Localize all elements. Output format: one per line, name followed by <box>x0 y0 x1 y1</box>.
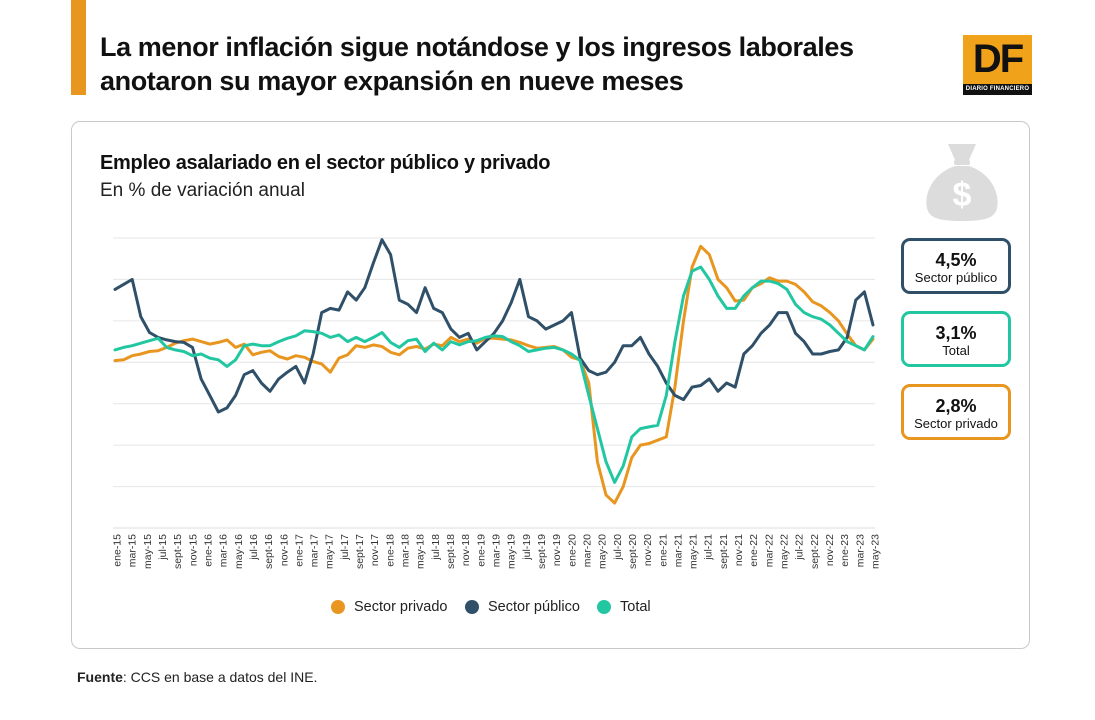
x-tick-label: nov-15 <box>187 534 199 566</box>
chart-subtitle: En % de variación anual <box>100 180 305 201</box>
source-text: : CCS en base a datos del INE. <box>122 669 318 685</box>
x-tick-label: may-21 <box>688 534 700 569</box>
legend-dot <box>597 600 611 614</box>
x-tick-label: mar-20 <box>581 534 593 567</box>
chart-legend: Sector privado Sector público Total <box>0 597 1095 617</box>
legend-label: Total <box>620 599 651 615</box>
legend-label: Sector privado <box>354 599 448 615</box>
x-tick-label: ene-22 <box>748 534 760 567</box>
x-tick-label: nov-17 <box>369 534 381 566</box>
series-line <box>113 244 875 505</box>
x-tick-label: may-19 <box>506 534 518 569</box>
page-title: La menor inflación sigue notándose y los… <box>100 32 854 96</box>
source-note: Fuente: CCS en base a datos del INE. <box>77 669 317 685</box>
callout-sector-privado: 2,8% Sector privado <box>901 384 1011 440</box>
x-tick-label: mar-19 <box>491 534 503 567</box>
x-tick-label: mar-16 <box>218 534 230 567</box>
x-tick-label: nov-16 <box>278 534 290 566</box>
x-tick-label: ene-23 <box>839 534 851 567</box>
x-tick-label: may-18 <box>415 534 427 569</box>
x-tick-label: nov-22 <box>824 534 836 566</box>
x-tick-label: nov-19 <box>551 534 563 566</box>
callout-value: 4,5% <box>935 250 977 270</box>
x-tick-label: ene-17 <box>293 534 305 567</box>
legend-label: Sector público <box>488 599 580 615</box>
svg-text:$: $ <box>953 176 972 214</box>
callout-label: Total <box>942 343 970 358</box>
series-line <box>113 265 875 484</box>
callout-label: Sector público <box>914 270 998 285</box>
accent-bar <box>71 0 86 95</box>
x-tick-label: jul-16 <box>248 534 260 561</box>
x-tick-label: ene-16 <box>202 534 214 567</box>
x-tick-label: sept-18 <box>445 534 457 569</box>
series-line <box>113 238 875 414</box>
x-tick-label: may-15 <box>142 534 154 569</box>
x-tick-label: may-23 <box>870 534 882 569</box>
chart-title: Empleo asalariado en el sector público y… <box>100 152 551 174</box>
callout-value: 2,8% <box>935 396 977 416</box>
x-tick-label: jul-20 <box>612 534 624 561</box>
x-tick-label: ene-15 <box>112 534 124 567</box>
x-tick-label: sept-15 <box>172 534 184 569</box>
callout-sector-publico: 4,5% Sector público <box>901 238 1011 294</box>
x-tick-label: ene-19 <box>475 534 487 567</box>
x-tick-label: may-17 <box>324 534 336 569</box>
x-tick-label: ene-20 <box>566 534 578 567</box>
x-tick-label: mar-17 <box>309 534 321 567</box>
x-tick-label: sept-20 <box>627 534 639 569</box>
x-tick-label: jul-18 <box>430 534 442 561</box>
callout-label: Sector privado <box>914 416 998 431</box>
x-tick-label: jul-19 <box>521 534 533 561</box>
x-tick-label: may-20 <box>597 534 609 569</box>
x-tick-label: may-16 <box>233 534 245 569</box>
x-tick-label: sept-16 <box>263 534 275 569</box>
x-tick-label: mar-22 <box>763 534 775 567</box>
x-tick-label: nov-18 <box>460 534 472 566</box>
x-tick-label: sept-17 <box>354 534 366 569</box>
x-tick-label: mar-15 <box>127 534 139 567</box>
callout-value: 3,1% <box>935 323 977 343</box>
x-tick-label: jul-15 <box>157 534 169 561</box>
money-bag-icon: $ <box>926 144 998 221</box>
x-tick-label: jul-22 <box>794 534 806 561</box>
x-tick-label: nov-20 <box>642 534 654 566</box>
logo-letters: DF <box>972 37 1024 81</box>
x-tick-label: sept-21 <box>718 534 730 569</box>
x-tick-label: mar-23 <box>854 534 866 567</box>
logo-tagline: DIARIO FINANCIERO <box>963 84 1032 95</box>
x-tick-label: nov-21 <box>733 534 745 566</box>
chart-card <box>71 121 1030 649</box>
source-label: Fuente <box>77 669 123 685</box>
legend-dot <box>331 600 345 614</box>
x-tick-label: mar-18 <box>400 534 412 567</box>
legend-dot <box>465 600 479 614</box>
x-tick-label: sept-22 <box>809 534 821 569</box>
x-tick-label: jul-21 <box>703 534 715 561</box>
x-tick-label: may-22 <box>779 534 791 569</box>
x-tick-label: mar-21 <box>672 534 684 567</box>
x-tick-label: sept-19 <box>536 534 548 569</box>
x-tick-label: ene-18 <box>384 534 396 567</box>
df-logo: DF DIARIO FINANCIERO <box>963 35 1032 95</box>
x-tick-label: jul-17 <box>339 534 351 561</box>
callout-total: 3,1% Total <box>901 311 1011 367</box>
x-tick-label: ene-21 <box>657 534 669 567</box>
